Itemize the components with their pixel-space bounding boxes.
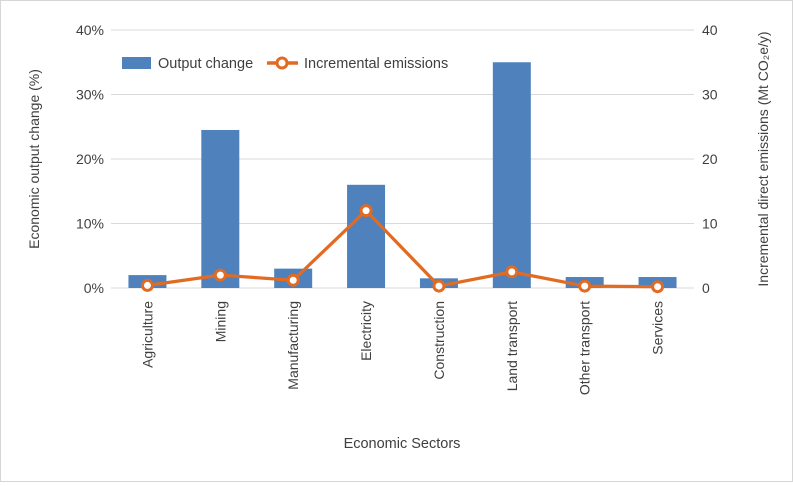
left-tick-label: 30%	[76, 87, 104, 103]
right-tick-label: 20	[702, 151, 718, 167]
bar	[492, 62, 531, 288]
legend-marker-incremental-emissions	[275, 56, 289, 70]
line-series-incremental-emissions	[140, 204, 665, 294]
category-labels: Agriculture Mining Manufacturing Electricit…	[139, 301, 665, 395]
line-marker	[505, 265, 519, 279]
legend: Output change Incremental emissions	[122, 56, 448, 72]
category-label: Construction	[431, 301, 447, 380]
category-label: Land transport	[504, 301, 520, 391]
right-axis-tick-labels: 0 10 20 30 40	[702, 22, 718, 296]
x-axis-title: Economic Sectors	[344, 436, 461, 452]
line-marker	[213, 268, 227, 282]
legend-label-output-change: Output change	[158, 56, 253, 72]
left-tick-label: 10%	[76, 216, 104, 232]
category-label: Mining	[212, 301, 228, 342]
category-label: Agriculture	[139, 301, 155, 368]
line-marker	[140, 278, 154, 292]
right-tick-label: 0	[702, 280, 710, 296]
left-tick-label: 20%	[76, 151, 104, 167]
category-label: Manufacturing	[285, 301, 301, 390]
line-marker	[432, 279, 446, 293]
line-marker	[286, 273, 300, 287]
bar-series-output-change	[128, 62, 677, 288]
category-label: Services	[650, 301, 666, 355]
category-label: Other transport	[577, 301, 593, 395]
right-tick-label: 40	[702, 22, 718, 38]
line-marker	[359, 204, 373, 218]
bar	[347, 184, 386, 288]
category-label: Electricity	[358, 301, 374, 361]
legend-swatch-output-change	[122, 57, 151, 69]
left-axis-title: Economic output change (%)	[26, 69, 42, 249]
line-marker	[651, 280, 665, 294]
left-tick-label: 40%	[76, 22, 104, 38]
legend-label-incremental-emissions: Incremental emissions	[304, 56, 448, 72]
right-tick-label: 10	[702, 216, 718, 232]
left-axis-tick-labels: 0% 10% 20% 30% 40%	[76, 22, 104, 296]
line-path	[145, 208, 660, 289]
right-axis-title: Incremental direct emissions (Mt CO₂e/y)	[755, 31, 771, 286]
bar	[201, 129, 240, 288]
left-tick-label: 0%	[84, 280, 104, 296]
line-marker	[578, 279, 592, 293]
right-tick-label: 30	[702, 87, 718, 103]
